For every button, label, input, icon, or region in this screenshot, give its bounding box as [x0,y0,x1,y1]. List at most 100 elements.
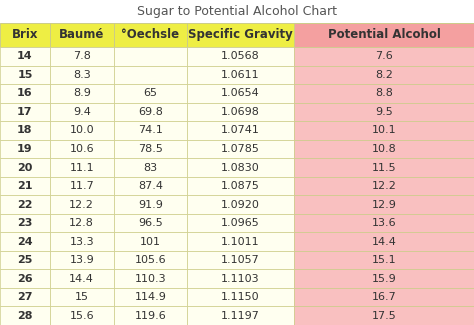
Bar [50,47,114,66]
Text: 8.9: 8.9 [73,88,91,98]
Bar [50,288,114,306]
Bar [114,269,187,288]
Text: 24: 24 [17,237,33,247]
Text: 1.1057: 1.1057 [221,255,260,265]
Text: 1.0875: 1.0875 [221,181,260,191]
Text: 27: 27 [17,292,33,302]
Bar [187,140,294,158]
Text: 7.6: 7.6 [375,51,393,61]
Text: °Oechsle: °Oechsle [121,29,180,41]
Text: 91.9: 91.9 [138,200,163,210]
Bar [50,195,114,214]
Text: 1.0741: 1.0741 [221,125,260,136]
Text: 74.1: 74.1 [138,125,163,136]
Bar [0,158,50,177]
Text: 10.1: 10.1 [372,125,396,136]
Text: Specific Gravity: Specific Gravity [188,29,293,41]
Text: 17: 17 [17,107,33,117]
Bar [294,214,474,232]
Text: 1.0654: 1.0654 [221,88,260,98]
Bar [294,84,474,103]
Bar [114,23,187,47]
Bar [114,158,187,177]
Bar [114,140,187,158]
Text: 11.5: 11.5 [372,162,396,173]
Bar [0,23,50,47]
Bar [294,23,474,47]
Bar [0,177,50,195]
Bar [0,66,50,84]
Bar [114,288,187,306]
Text: 1.1103: 1.1103 [221,274,260,284]
Bar [187,251,294,269]
Text: 11.1: 11.1 [70,162,94,173]
Bar [294,269,474,288]
Text: 1.1150: 1.1150 [221,292,260,302]
Bar [294,251,474,269]
Bar [50,158,114,177]
Bar [114,177,187,195]
Bar [50,103,114,121]
Text: 14: 14 [17,51,33,61]
Text: 9.5: 9.5 [375,107,393,117]
Bar [187,158,294,177]
Bar [114,84,187,103]
Text: 10.8: 10.8 [372,144,396,154]
Text: 87.4: 87.4 [138,181,163,191]
Bar [187,121,294,140]
Bar [114,251,187,269]
Text: 12.8: 12.8 [69,218,94,228]
Bar [0,47,50,66]
Text: 96.5: 96.5 [138,218,163,228]
Bar [0,140,50,158]
Bar [294,306,474,325]
Bar [50,84,114,103]
Text: 1.0785: 1.0785 [221,144,260,154]
Text: 8.3: 8.3 [73,70,91,80]
Text: 18: 18 [17,125,33,136]
Text: 65: 65 [144,88,157,98]
Text: 8.2: 8.2 [375,70,393,80]
Bar [294,177,474,195]
Bar [294,121,474,140]
Text: 10.0: 10.0 [70,125,94,136]
Bar [50,232,114,251]
Text: 1.0920: 1.0920 [221,200,260,210]
Text: 12.9: 12.9 [372,200,396,210]
Text: 8.8: 8.8 [375,88,393,98]
Text: 14.4: 14.4 [69,274,94,284]
Text: 1.0611: 1.0611 [221,70,260,80]
Bar [50,269,114,288]
Bar [0,214,50,232]
Bar [50,23,114,47]
Bar [114,47,187,66]
Text: 19: 19 [17,144,33,154]
Text: 16: 16 [17,88,33,98]
Bar [0,195,50,214]
Text: 12.2: 12.2 [372,181,396,191]
Bar [50,121,114,140]
Bar [294,195,474,214]
Text: 20: 20 [17,162,33,173]
Text: 12.2: 12.2 [69,200,94,210]
Bar [187,23,294,47]
Text: 13.9: 13.9 [69,255,94,265]
Bar [114,66,187,84]
Bar [114,232,187,251]
Bar [0,84,50,103]
Bar [114,195,187,214]
Bar [0,121,50,140]
Text: 119.6: 119.6 [135,311,166,321]
Bar [294,47,474,66]
Text: 14.4: 14.4 [372,237,396,247]
Text: Sugar to Potential Alcohol Chart: Sugar to Potential Alcohol Chart [137,5,337,18]
Text: 1.1011: 1.1011 [221,237,260,247]
Text: 1.1197: 1.1197 [221,311,260,321]
Bar [114,103,187,121]
Bar [294,103,474,121]
Bar [294,232,474,251]
Text: 25: 25 [17,255,33,265]
Bar [0,306,50,325]
Text: 17.5: 17.5 [372,311,396,321]
Bar [294,140,474,158]
